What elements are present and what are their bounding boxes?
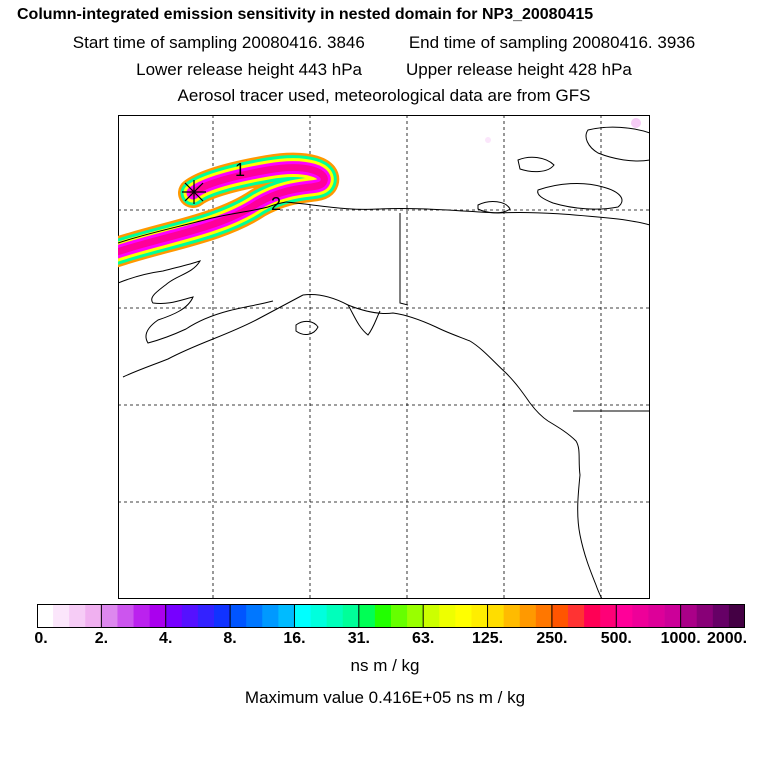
colorbar-cell — [165, 604, 183, 628]
colorbar-cell — [439, 604, 456, 628]
colorbar-cell — [214, 604, 231, 628]
sampling-time-row: Start time of sampling 20080416. 3846 End… — [0, 33, 768, 53]
colorbar-cell — [310, 604, 328, 628]
colorbar-tick-label: 500. — [600, 630, 632, 647]
maximum-value-label: Maximum value 0.416E+05 ns m / kg — [244, 688, 526, 707]
colorbar-tick-label: 31. — [347, 630, 370, 647]
colorbar-tick-label: 63. — [412, 630, 435, 647]
colorbar-cell — [568, 604, 585, 628]
colorbar-cell — [632, 604, 649, 628]
colorbar-cell — [101, 604, 118, 628]
colorbar-cell — [680, 604, 698, 628]
upper-height-label: Upper release height 428 hPa — [406, 60, 632, 79]
colorbar-cell — [584, 604, 601, 628]
map-panel: 1 2 — [118, 115, 650, 599]
colorbar-cell — [342, 604, 360, 628]
colorbar-tick-label: 250. — [536, 630, 568, 647]
colorbar-cell — [616, 604, 633, 628]
colorbar-cell — [487, 604, 505, 628]
colorbar-cell — [471, 604, 488, 628]
colorbar-cell — [391, 604, 408, 628]
colorbar-cell — [181, 604, 199, 628]
colorbar-cell — [197, 604, 215, 628]
colorbar-cell — [294, 604, 311, 628]
colorbar-cell — [358, 604, 376, 628]
colorbar-cell — [696, 604, 714, 628]
coastlines — [118, 126, 650, 599]
colorbar-cell — [149, 604, 167, 628]
emission-plume — [118, 118, 641, 268]
release-location-marker — [182, 180, 206, 204]
colorbar-cell — [278, 604, 295, 628]
colorbar-cell — [535, 604, 553, 628]
plume-speck — [485, 137, 491, 143]
colorbar-cell — [69, 604, 86, 628]
colorbar-tick-label: 1000. — [660, 630, 701, 647]
colorbar-tick-label: 16. — [283, 630, 306, 647]
colorbar-tick-label: 2000. — [706, 630, 748, 647]
start-time-label: Start time of sampling 20080416. 3846 — [72, 33, 365, 52]
colorbar-tick-label: 0. — [34, 630, 48, 647]
colorbar-cell — [423, 604, 440, 628]
colorbar-cell — [37, 604, 54, 628]
colorbar — [37, 604, 745, 628]
colorbar-cell — [407, 604, 424, 628]
colorbar-cell — [246, 604, 263, 628]
colorbar-cell — [503, 604, 521, 628]
colorbar-cell — [712, 604, 730, 628]
plume-speck — [631, 118, 641, 128]
colorbar-cell — [230, 604, 247, 628]
lower-height-label: Lower release height 443 hPa — [136, 60, 362, 79]
colorbar-cell — [374, 604, 392, 628]
trajectory-marker-1: 1 — [235, 160, 245, 180]
colorbar-cell — [117, 604, 134, 628]
colorbar-tick-label: 125. — [471, 630, 504, 647]
release-height-row: Lower release height 443 hPa Upper releas… — [0, 60, 768, 80]
colorbar-cell — [326, 604, 344, 628]
end-time-label: End time of sampling 20080416. 3936 — [408, 33, 696, 52]
colorbar-cells — [37, 604, 745, 628]
plot-title: Column-integrated emission sensitivity i… — [17, 6, 594, 23]
colorbar-cell — [133, 604, 151, 628]
colorbar-tick-label: 8. — [223, 630, 237, 647]
colorbar-cell — [519, 604, 537, 628]
colorbar-cell — [455, 604, 472, 628]
colorbar-tick-label: 4. — [159, 630, 173, 647]
colorbar-cell — [648, 604, 665, 628]
colorbar-separators — [100, 604, 682, 628]
colorbar-cell — [728, 604, 745, 628]
colorbar-cell — [600, 604, 617, 628]
colorbar-cell — [551, 604, 569, 628]
colorbar-tick-label: 2. — [94, 630, 109, 647]
colorbar-cell — [664, 604, 682, 628]
colorbar-units-label: ns m / kg — [350, 656, 420, 675]
colorbar-frame — [37, 604, 745, 628]
borders — [399, 213, 650, 412]
trajectory-marker-2: 2 — [271, 194, 281, 214]
colorbar-cell — [85, 604, 102, 628]
tracer-info-label: Aerosol tracer used, meteorological data… — [177, 86, 591, 105]
colorbar-cell — [53, 604, 70, 628]
colorbar-cell — [262, 604, 279, 628]
